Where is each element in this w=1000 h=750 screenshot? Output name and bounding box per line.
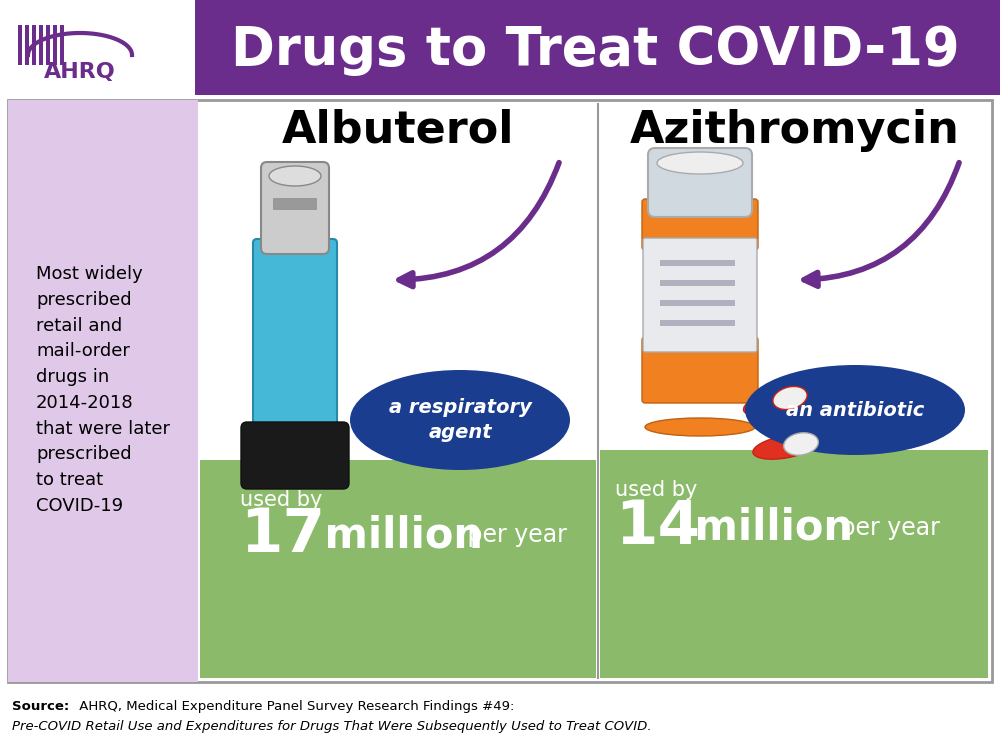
Text: used by: used by — [240, 490, 322, 510]
Bar — [18, 25, 22, 65]
Text: Pre-COVID Retail Use and Expenditures for Drugs That Were Subsequently Used to T: Pre-COVID Retail Use and Expenditures fo… — [12, 720, 652, 733]
FancyArrowPatch shape — [804, 163, 959, 286]
Bar — [200, 460, 596, 678]
Text: 17: 17 — [240, 506, 325, 565]
Bar — [660, 320, 735, 326]
Ellipse shape — [773, 386, 807, 410]
Ellipse shape — [743, 388, 807, 416]
Ellipse shape — [269, 166, 321, 186]
Text: an antibiotic: an antibiotic — [786, 400, 924, 419]
FancyBboxPatch shape — [643, 238, 757, 352]
Bar — [0, 0, 1000, 95]
Bar — [46, 25, 50, 65]
Bar — [600, 450, 988, 678]
Text: million: million — [310, 514, 483, 556]
Bar — [660, 260, 735, 266]
Text: million: million — [680, 507, 853, 549]
Bar — [53, 25, 57, 65]
FancyBboxPatch shape — [642, 337, 758, 403]
Ellipse shape — [657, 152, 743, 174]
Bar — [8, 100, 992, 682]
Bar — [273, 198, 317, 210]
Text: per year: per year — [833, 516, 940, 540]
Bar — [39, 25, 43, 65]
Ellipse shape — [350, 370, 570, 470]
FancyBboxPatch shape — [261, 162, 329, 254]
Ellipse shape — [753, 435, 817, 459]
Text: Drugs to Treat COVID-19: Drugs to Treat COVID-19 — [231, 24, 959, 76]
FancyBboxPatch shape — [253, 239, 337, 437]
Ellipse shape — [784, 433, 818, 455]
Text: Most widely
prescribed
retail and
mail-order
drugs in
2014-2018
that were later
: Most widely prescribed retail and mail-o… — [36, 266, 170, 514]
Bar — [60, 25, 64, 65]
Ellipse shape — [745, 365, 965, 455]
Bar — [0, 0, 195, 95]
FancyBboxPatch shape — [642, 199, 758, 250]
Text: Source:: Source: — [12, 700, 69, 713]
Text: 14: 14 — [615, 499, 700, 557]
Text: Azithromycin: Azithromycin — [630, 109, 960, 152]
Bar — [32, 25, 36, 65]
FancyBboxPatch shape — [648, 148, 752, 217]
Text: per year: per year — [460, 523, 567, 547]
Text: a respiratory
agent: a respiratory agent — [389, 398, 531, 442]
Text: Albuterol: Albuterol — [282, 109, 514, 152]
Text: used by: used by — [615, 480, 697, 500]
Ellipse shape — [645, 418, 755, 436]
Bar — [25, 25, 29, 65]
Text: AHRQ, Medical Expenditure Panel Survey Research Findings #49:: AHRQ, Medical Expenditure Panel Survey R… — [75, 700, 519, 713]
Text: AHRQ: AHRQ — [44, 62, 116, 82]
FancyBboxPatch shape — [241, 422, 349, 489]
Bar — [8, 100, 198, 682]
Bar — [660, 280, 735, 286]
FancyArrowPatch shape — [399, 163, 559, 286]
Bar — [660, 300, 735, 306]
